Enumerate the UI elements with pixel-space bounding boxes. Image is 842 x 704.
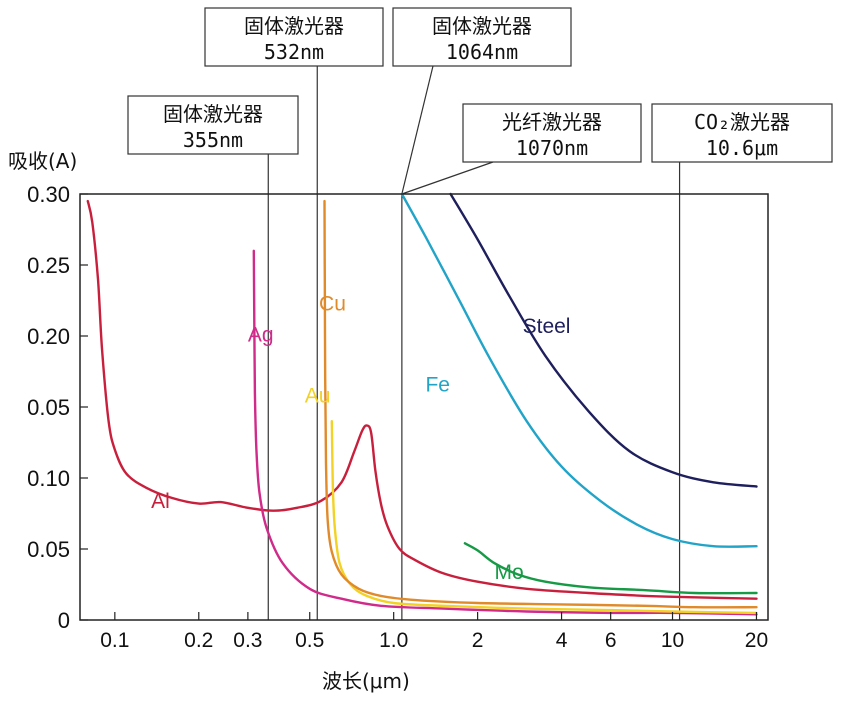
annotation-title: CO₂激光器 <box>694 110 790 134</box>
y-tick-label: 0.05 <box>27 537 70 562</box>
series-line-mo <box>463 542 758 595</box>
annotation-wavelength: 10.6μm <box>706 136 778 160</box>
series-line-fe <box>400 192 758 548</box>
y-tick-label: 0.20 <box>27 324 70 349</box>
x-tick-label: 1.0 <box>379 629 408 652</box>
x-tick-label: 0.3 <box>233 629 262 652</box>
x-tick-label: 0.2 <box>184 629 213 652</box>
annotation-box <box>651 103 833 163</box>
series-line-al <box>86 199 758 600</box>
series-label-mo: Mo <box>495 561 524 584</box>
x-tick-label: 10 <box>661 629 684 652</box>
series-line-au <box>330 420 758 615</box>
annotation-wavelength: 1064nm <box>446 40 518 64</box>
y-tick-label: 0.05 <box>27 395 70 420</box>
x-tick-label: 2 <box>472 629 484 652</box>
laser-connector <box>401 65 434 195</box>
series-line-cu <box>323 199 758 609</box>
y-tick-label: 0 <box>58 608 70 633</box>
annotation-box <box>462 103 642 163</box>
series-label-au: Au <box>305 385 331 408</box>
x-tick-label: 0.5 <box>295 629 324 652</box>
series-line-steel <box>449 192 758 488</box>
annotation-box <box>392 7 572 67</box>
laser-guide-lines <box>267 65 681 620</box>
annotation-box <box>204 7 384 67</box>
series-curves <box>86 192 758 616</box>
x-axis-title: 波长(μm) <box>322 669 410 693</box>
laser-annotation-boxes: 固体激光器355nm固体激光器532nm固体激光器1064nm光纤激光器1070… <box>127 7 833 163</box>
series-label-cu: Cu <box>319 292 346 315</box>
annotation-title: 固体激光器 <box>432 14 532 38</box>
x-tick-label: 0.1 <box>100 629 129 652</box>
annotation-wavelength: 532nm <box>264 40 324 64</box>
y-tick-label: 0.10 <box>27 466 70 491</box>
series-label-al: Al <box>151 490 170 513</box>
x-tick-label: 20 <box>745 629 768 652</box>
x-tick-labels: 0.1 0.2 0.3 0.5 1.0 2 4 6 10 20 <box>100 612 768 652</box>
annotation-wavelength: 355nm <box>183 128 243 152</box>
annotation-wavelength: 1070nm <box>516 136 588 160</box>
annotation-title: 固体激光器 <box>244 14 344 38</box>
y-tick-labels: 0.30 0.25 0.20 0.05 0.10 0.05 0 <box>27 182 88 633</box>
y-tick-label: 0.30 <box>27 182 70 207</box>
x-tick-label: 4 <box>556 629 568 652</box>
laser-connector <box>401 161 494 195</box>
series-label-steel: Steel <box>523 315 571 338</box>
series-label-ag: Ag <box>248 324 274 347</box>
y-axis-title: 吸收(A) <box>8 149 77 173</box>
x-tick-label: 6 <box>605 629 617 652</box>
y-tick-label: 0.25 <box>27 253 70 278</box>
series-labels: Al Ag Au Cu Mo Fe Steel <box>151 292 570 583</box>
annotation-box <box>127 95 299 155</box>
series-label-fe: Fe <box>425 373 450 396</box>
annotation-title: 固体激光器 <box>163 102 263 126</box>
series-line-ag <box>252 249 758 616</box>
annotation-title: 光纤激光器 <box>502 110 602 134</box>
